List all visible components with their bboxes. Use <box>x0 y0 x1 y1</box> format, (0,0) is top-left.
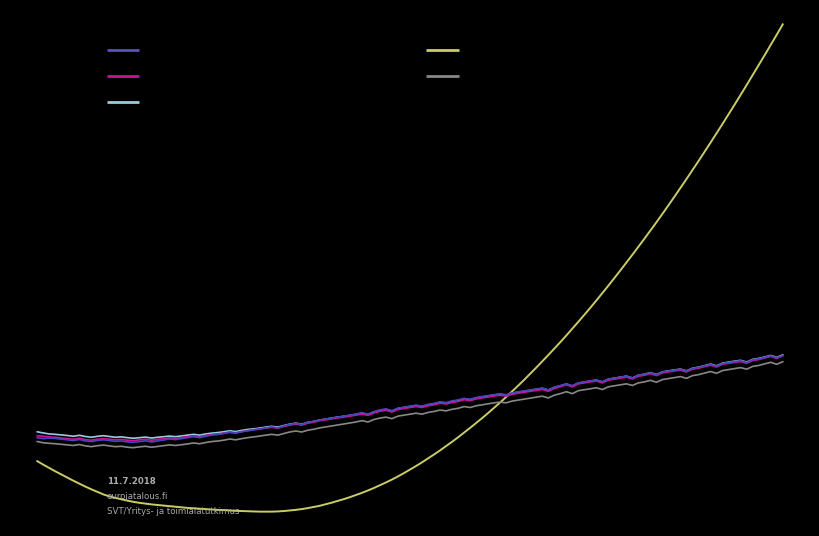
Text: eurojatalous.fi: eurojatalous.fi <box>106 492 168 501</box>
Text: 11.7.2018: 11.7.2018 <box>106 477 155 486</box>
Text: SVT/Yritys- ja toimialatutkimus: SVT/Yritys- ja toimialatutkimus <box>106 507 239 516</box>
